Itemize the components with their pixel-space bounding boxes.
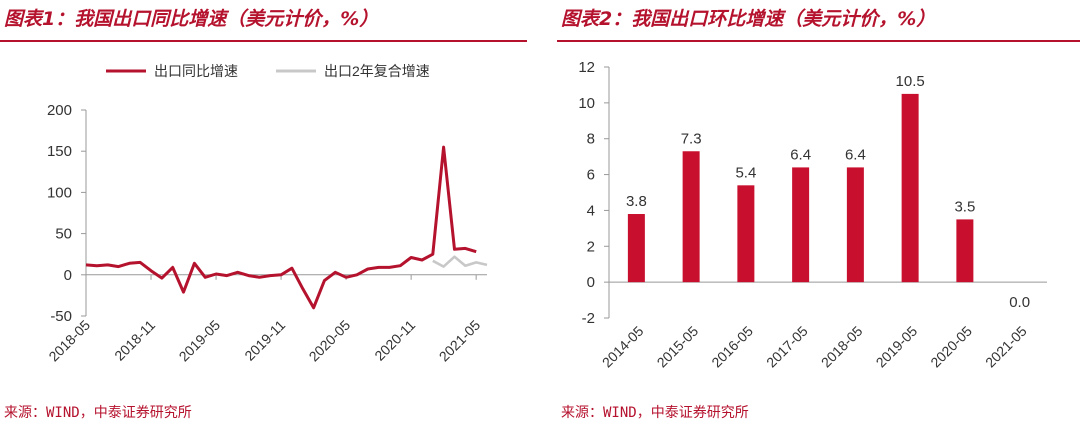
data-label: 0.0 <box>1009 294 1030 311</box>
bar <box>846 167 864 283</box>
y-tick-label: 150 <box>47 143 72 160</box>
bar <box>901 93 919 283</box>
bar <box>627 214 645 283</box>
x-tick-label: 2014-05 <box>599 323 647 371</box>
y-tick-label: 4 <box>587 202 595 219</box>
data-label: 7.3 <box>681 130 702 147</box>
x-tick-label: 2021-05 <box>982 323 1030 371</box>
bar-chart-svg: 12 10 8 6 4 2 0 -2 3.8 2014-05 7.3 2015-05 5.4 2016-0… <box>578 59 1047 371</box>
x-tick-label: 2018-05 <box>818 323 866 371</box>
data-label: 10.5 <box>896 73 925 90</box>
x-tick-label: 2016-05 <box>708 323 756 371</box>
data-label: 3.5 <box>954 198 975 215</box>
x-tick-label: 2019-11 <box>241 317 288 364</box>
source-note-1: 来源：WIND，中泰证券研究所 <box>4 405 192 421</box>
x-tick-label: 2020-05 <box>306 317 354 365</box>
y-tick-label: 100 <box>47 184 72 201</box>
data-label: 6.4 <box>790 146 811 163</box>
x-tick-label: 2015-05 <box>654 323 702 371</box>
y-tick-label: 50 <box>55 226 72 243</box>
y-tick-label: 200 <box>47 102 72 119</box>
data-label: 6.4 <box>845 146 866 163</box>
title-rule-1 <box>0 40 527 42</box>
x-tick-label: 2020-11 <box>371 317 418 364</box>
data-label: 3.8 <box>626 193 647 210</box>
bar <box>956 219 974 283</box>
bar <box>737 185 755 283</box>
series-line-2yr-cagr <box>432 255 488 268</box>
y-tick-label: 0 <box>64 267 72 284</box>
y-tick-label: -2 <box>582 310 595 327</box>
y-tick-label: 0 <box>587 274 595 291</box>
source-note-2: 来源：WIND，中泰证券研究所 <box>561 405 749 421</box>
y-tick-label: 10 <box>578 95 595 112</box>
bar <box>682 151 700 283</box>
chart-title-2: 图表2：我国出口环比增速（美元计价，%） <box>561 8 936 30</box>
chart-panel-1: 图表1：我国出口同比增速（美元计价，%） 200 150 100 50 0 -50 2018… <box>0 0 527 426</box>
y-tick-label: 2 <box>587 238 595 255</box>
chart-title-1: 图表1：我国出口同比增速（美元计价，%） <box>4 8 379 30</box>
bar <box>792 167 810 283</box>
x-tick-label: 2019-05 <box>176 317 224 365</box>
x-tick-label: 2019-05 <box>873 323 921 371</box>
y-tick-label: -50 <box>50 308 72 325</box>
title-rule-2 <box>557 40 1080 42</box>
y-tick-label: 12 <box>578 59 595 76</box>
y-tick-label: 8 <box>587 131 595 148</box>
x-tick-label: 2017-05 <box>763 323 811 371</box>
legend-label-yoy: 出口同比增速 <box>154 63 238 79</box>
y-tick-label: 6 <box>587 167 595 184</box>
chart-panel-2: 图表2：我国出口环比增速（美元计价，%） 12 10 8 6 4 2 0 -2 3.8 2014-… <box>557 0 1080 426</box>
x-tick-label: 2021-05 <box>436 317 484 365</box>
series-line-yoy <box>85 145 477 310</box>
data-label: 5.4 <box>735 164 756 181</box>
x-tick-label: 2018-11 <box>111 317 158 364</box>
legend-label-2yr-cagr: 出口2年复合增速 <box>324 63 430 79</box>
x-tick-label: 2020-05 <box>927 323 975 371</box>
